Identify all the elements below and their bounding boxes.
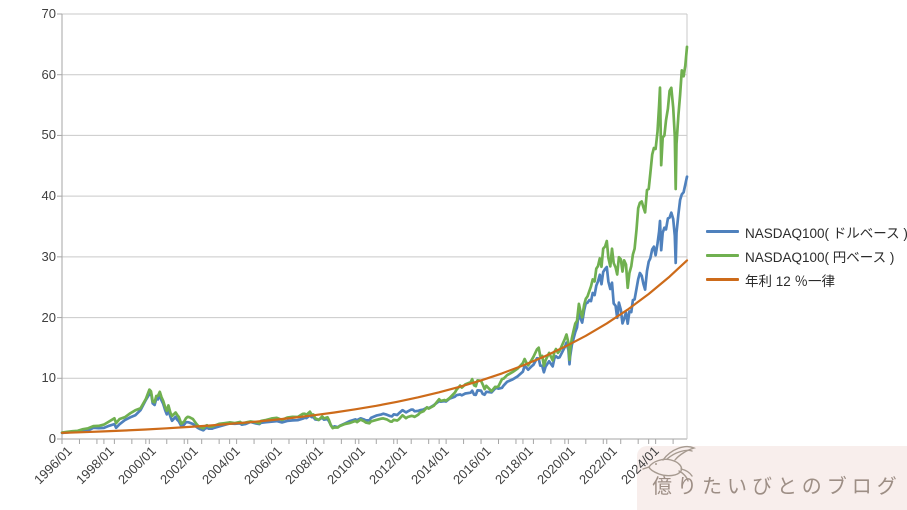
- watermark-background: [637, 446, 907, 510]
- legend-item-nasdaq-jpy: NASDAQ100( 円ベース ): [706, 247, 907, 265]
- legend-line-swatch-jpy: [706, 254, 739, 257]
- legend-label-nasdaq-usd: NASDAQ100( ドルベース ): [745, 225, 907, 241]
- legend-line-swatch-usd: [706, 230, 739, 233]
- legend-item-nasdaq-usd: NASDAQ100( ドルベース ): [706, 223, 907, 241]
- legend-label-annual-12pct: 年利 12 ％一律: [745, 273, 836, 289]
- swallow-bird-icon: [642, 445, 697, 482]
- legend-line-swatch-12pct: [706, 278, 739, 281]
- legend-item-annual-12pct: 年利 12 ％一律: [706, 271, 907, 289]
- legend: NASDAQ100( ドルベース ) NASDAQ100( 円ベース ) 年利 …: [706, 223, 907, 289]
- watermark-text: 億りたいびとのブログ: [652, 476, 902, 498]
- series-line-3: [60, 259, 689, 434]
- series-line-2: [60, 45, 689, 434]
- legend-label-nasdaq-jpy: NASDAQ100( 円ベース ): [745, 249, 895, 265]
- series-line-1: [60, 175, 689, 435]
